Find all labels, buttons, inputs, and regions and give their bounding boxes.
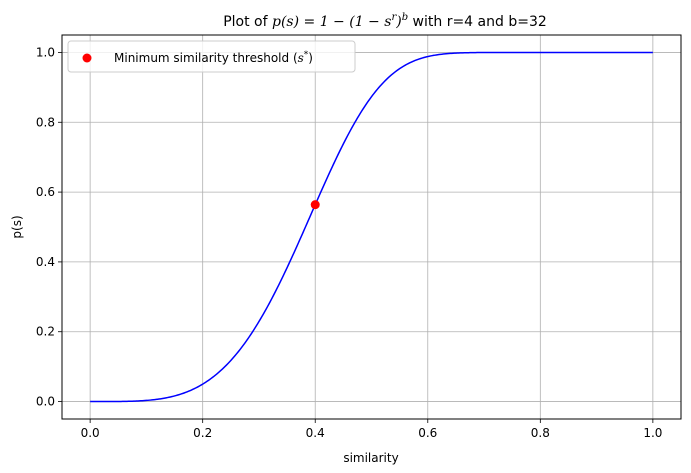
marker-group [310, 200, 320, 210]
y-tick-label: 0.2 [36, 325, 55, 339]
threshold-point [310, 200, 320, 210]
x-tick-label: 1.0 [643, 426, 662, 440]
legend-marker [82, 53, 92, 63]
y-tick-label: 0.0 [36, 395, 55, 409]
y-axis-ticks: 0.0 0.2 0.4 0.6 0.8 1.0 [36, 45, 62, 409]
legend-label: Minimum similarity threshold (s*) [114, 50, 313, 65]
x-tick-label: 0.0 [81, 426, 100, 440]
y-tick-label: 1.0 [36, 45, 55, 59]
y-tick-label: 0.8 [36, 115, 55, 129]
x-tick-label: 0.4 [306, 426, 325, 440]
legend-box [67, 40, 356, 73]
plot-frame [61, 34, 682, 420]
x-axis-ticks: 0.0 0.2 0.4 0.6 0.8 1.0 [81, 419, 662, 440]
y-axis-label: p(s) [10, 215, 24, 238]
curve-group [90, 51, 653, 403]
x-tick-label: 0.8 [531, 426, 550, 440]
x-axis-label: similarity [343, 451, 398, 465]
grid [62, 35, 681, 419]
series-line [90, 51, 653, 403]
chart-title: Plot of p(s) = 1 − (1 − sr)b with r=4 an… [223, 12, 547, 30]
x-tick-label: 0.6 [418, 426, 437, 440]
y-tick-label: 0.4 [36, 255, 55, 269]
x-tick-label: 0.2 [193, 426, 212, 440]
y-tick-label: 0.6 [36, 185, 55, 199]
legend: Minimum similarity threshold (s*) [67, 40, 356, 73]
